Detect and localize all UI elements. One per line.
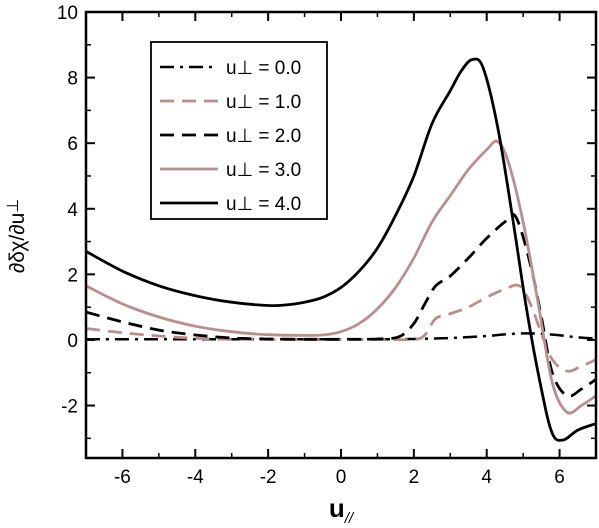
x-tick-label: 6 (554, 467, 565, 488)
x-tick-label: 4 (481, 467, 492, 488)
y-axis-label-main: ∂δχ/∂u (6, 213, 29, 273)
x-axis-label-subscript: // (344, 510, 355, 527)
legend-label-1: u⊥ = 1.0 (226, 92, 301, 113)
series-line-4 (86, 57, 596, 442)
y-tick-label: 10 (57, 3, 78, 24)
x-tick-label: 2 (409, 467, 420, 488)
y-tick-label: 8 (67, 69, 78, 90)
series-line-1 (86, 283, 596, 373)
y-tick-label: 6 (67, 134, 78, 155)
legend-label-2: u⊥ = 2.0 (226, 126, 301, 147)
plot-frame (84, 10, 598, 460)
y-tick-label: 4 (67, 200, 78, 221)
y-axis-label: ∂δχ/∂u⊥ (5, 199, 29, 273)
legend-entries: u⊥ = 0.0 u⊥ = 1.0 u⊥ = 2.0 u⊥ = 3.0 u⊥ = 4.0 (160, 58, 301, 215)
series-line-3 (86, 139, 596, 415)
x-tick-label: -6 (114, 467, 131, 488)
x-axis-label: u// (329, 493, 355, 527)
x-tick-label: 0 (336, 467, 347, 488)
y-axis-label-subscript: ⊥ (5, 199, 22, 213)
y-tick-label: -2 (61, 397, 78, 418)
x-axis-label-main: u (329, 493, 345, 523)
legend-label-4: u⊥ = 4.0 (226, 194, 301, 215)
x-tick-label: -4 (187, 467, 204, 488)
x-tick-label: -2 (260, 467, 277, 488)
legend-label-0: u⊥ = 0.0 (226, 58, 301, 79)
y-tick-label: 0 (67, 331, 78, 352)
y-tick-label: 2 (67, 265, 78, 286)
tick-labels: -6 -4 -2 0 2 4 6 -2 0 2 4 6 8 10 (57, 3, 565, 488)
series-lines (86, 57, 596, 442)
legend: u⊥ = 0.0 u⊥ = 1.0 u⊥ = 2.0 u⊥ = 3.0 u⊥ = 4.0 (150, 41, 328, 220)
series-line-2 (86, 212, 596, 398)
legend-label-3: u⊥ = 3.0 (226, 160, 301, 181)
tick-marks (85, 11, 597, 458)
legend-box (150, 41, 328, 220)
